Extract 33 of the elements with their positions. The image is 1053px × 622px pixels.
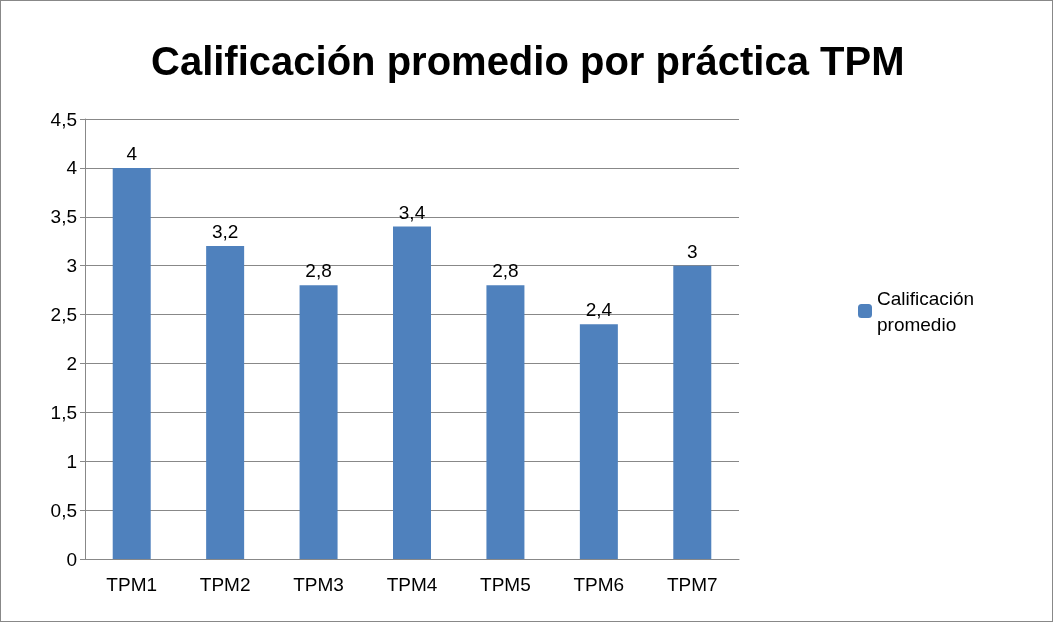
x-tick-label: TPM5 xyxy=(480,574,531,595)
x-tick-label: TPM2 xyxy=(199,574,251,595)
data-label: 2,8 xyxy=(305,260,332,282)
bar xyxy=(579,324,618,559)
y-tick-label: 3,5 xyxy=(50,206,77,228)
bar xyxy=(206,246,245,559)
y-tick-label: 1,5 xyxy=(50,401,77,423)
bar xyxy=(673,265,712,559)
y-tick-label: 3 xyxy=(66,255,77,277)
y-tick-label: 1 xyxy=(66,450,77,472)
bar xyxy=(486,285,525,559)
data-label: 4 xyxy=(126,142,138,164)
x-tick-label: TPM1 xyxy=(106,574,158,595)
legend-label: Calificación promedio xyxy=(877,287,980,335)
x-tick-label: TPM7 xyxy=(666,574,718,595)
data-label: 3,2 xyxy=(211,221,239,243)
chart-title: Calificación promedio por práctica TPM xyxy=(151,39,905,83)
y-tick-label: 2 xyxy=(66,352,77,374)
data-label: 2,8 xyxy=(492,260,519,282)
data-label: 3 xyxy=(687,240,698,262)
x-tick-label: TPM4 xyxy=(386,574,438,595)
x-tick-label: TPM3 xyxy=(293,574,344,595)
data-label: 2,4 xyxy=(585,299,613,321)
x-tick-label: TPM6 xyxy=(573,574,625,595)
bar xyxy=(393,226,431,559)
bar xyxy=(299,285,338,559)
y-tick-label: 0,5 xyxy=(50,499,77,521)
y-tick-label: 4 xyxy=(66,157,78,179)
bar xyxy=(112,167,151,559)
y-tick-label: 4,5 xyxy=(50,108,77,130)
y-tick-label: 0 xyxy=(66,548,77,570)
data-label: 3,4 xyxy=(398,201,426,223)
y-tick-label: 2,5 xyxy=(50,304,77,326)
